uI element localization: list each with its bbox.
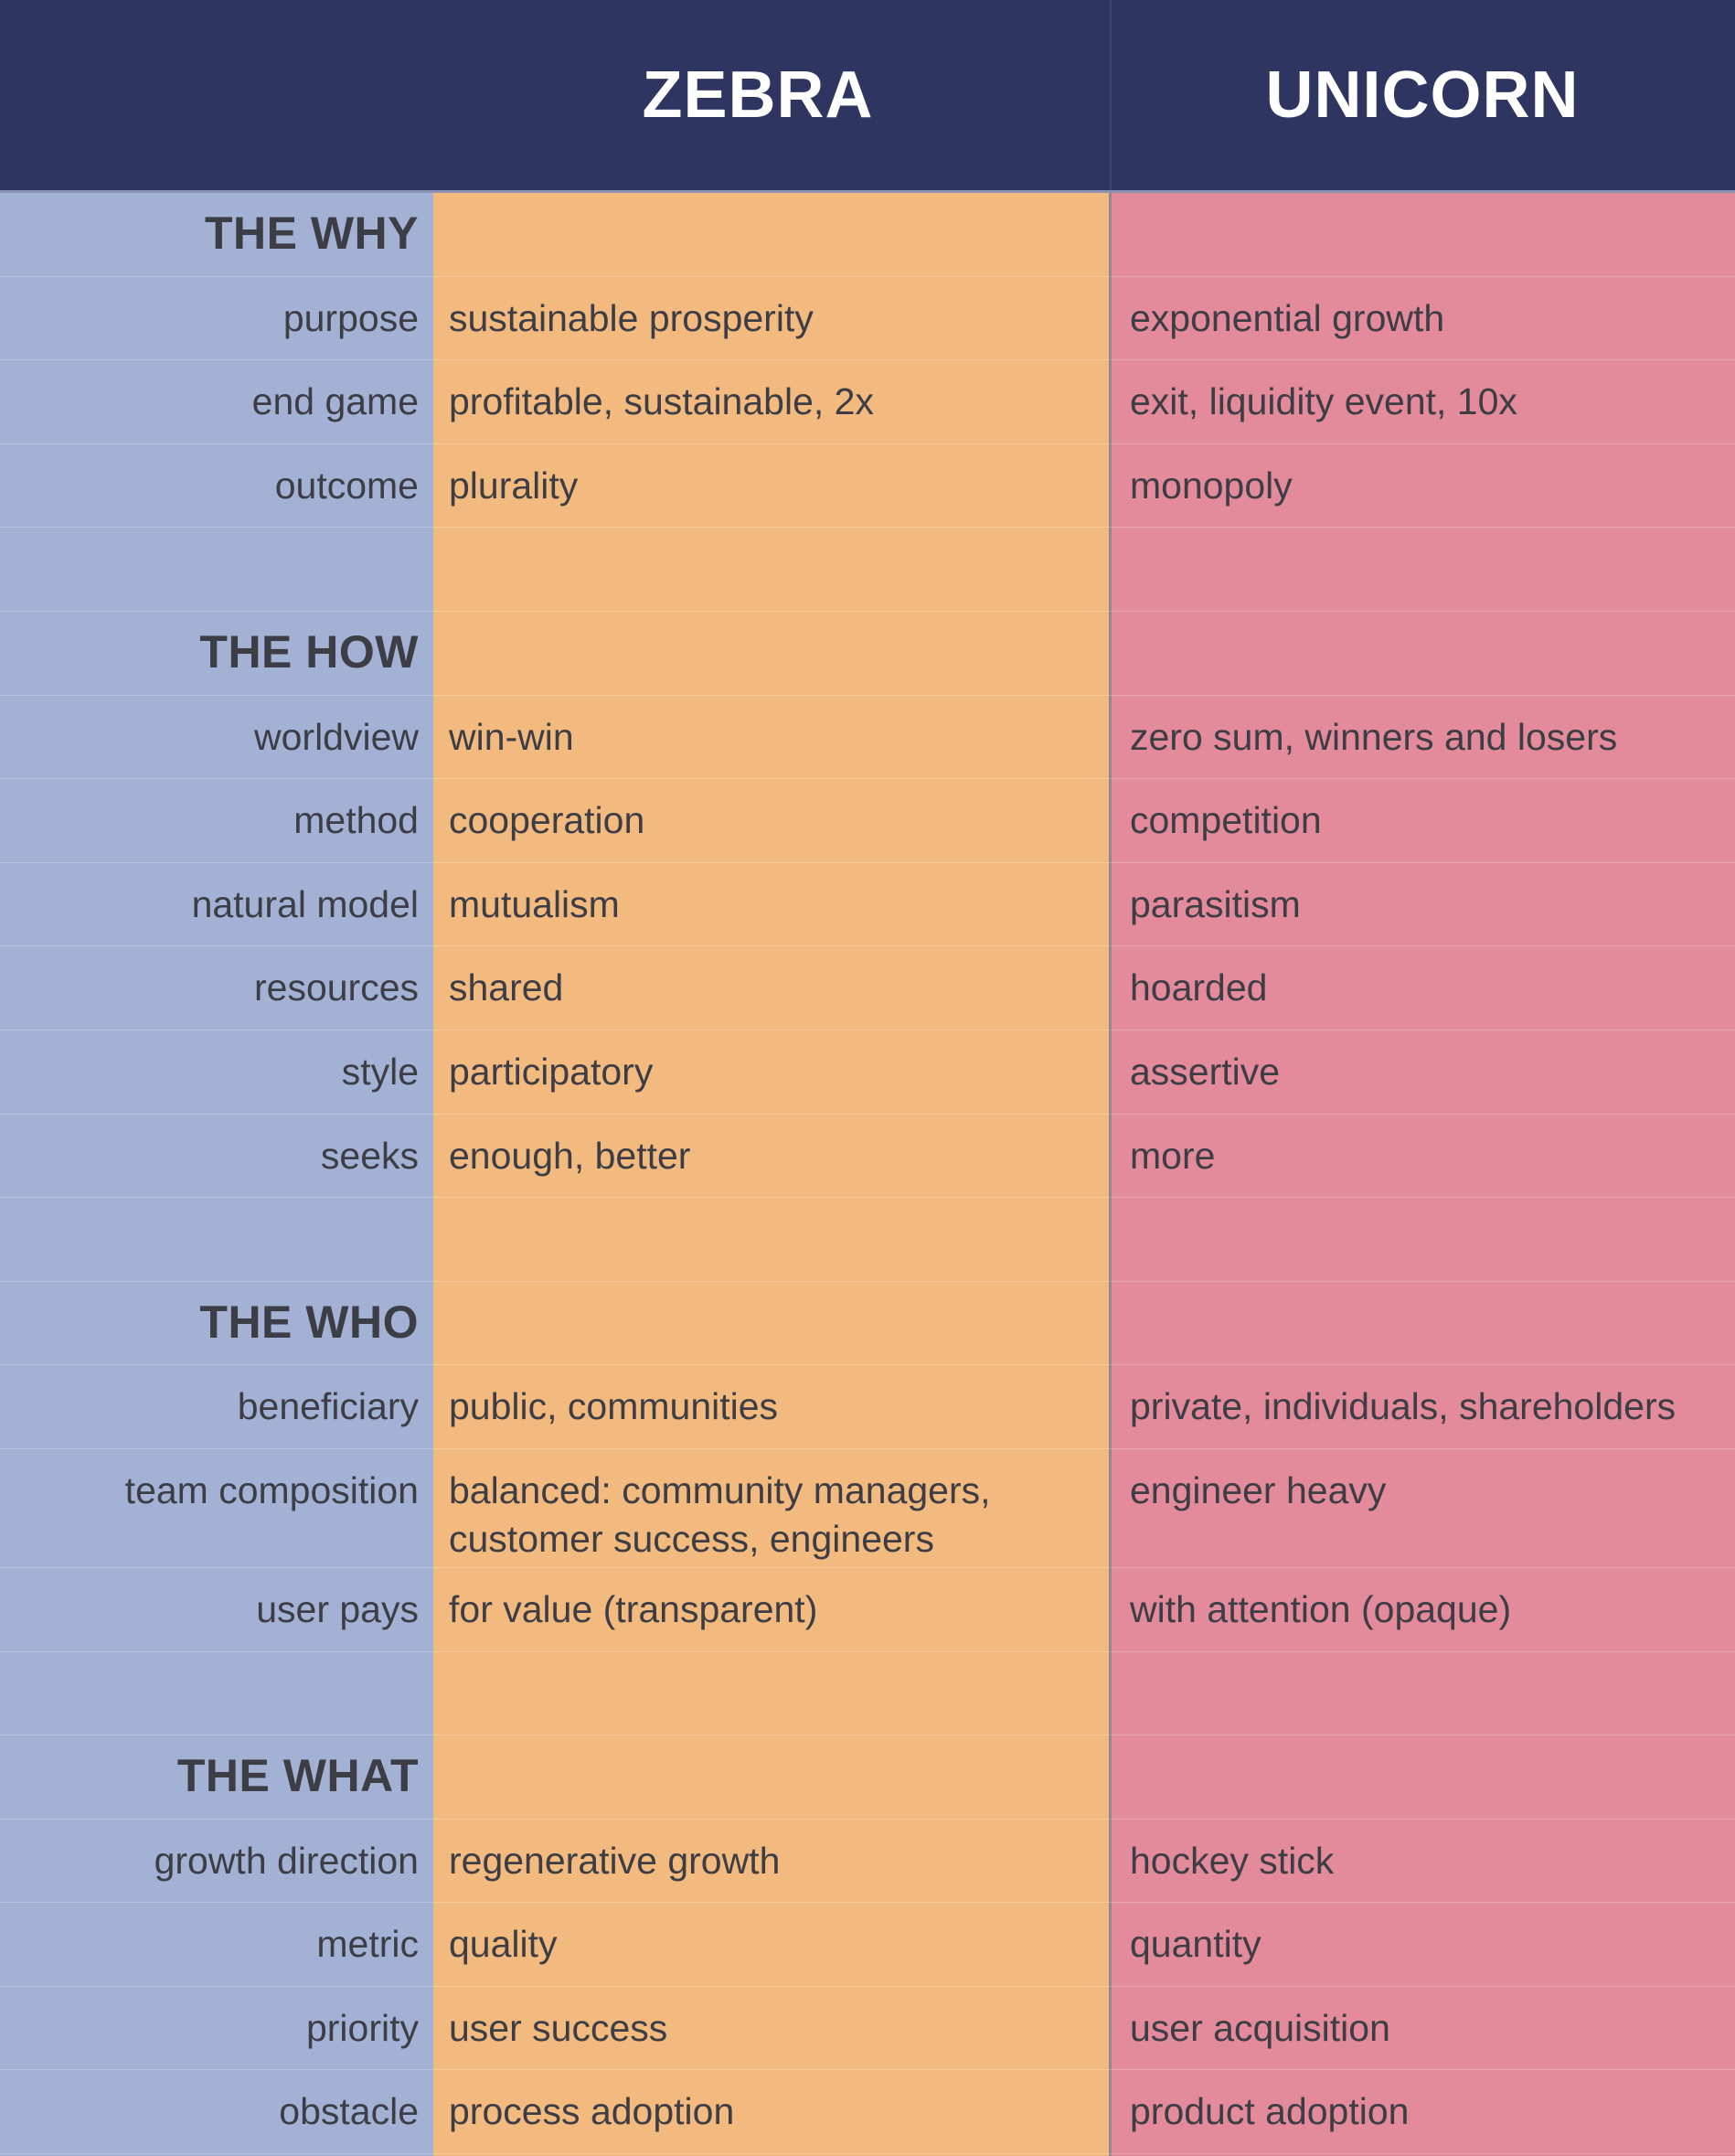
zebra-cell-line: customer success, engineers [449,1518,934,1561]
zebra-cell: balanced: community managers, customer s… [449,1449,1089,1564]
zebra-cell: enough, better [449,1134,691,1177]
unicorn-cell: hockey stick [1130,1839,1335,1882]
row-label: growth direction [154,1839,419,1882]
table-row: worldview win-win zero sum, winners and … [0,696,1735,780]
unicorn-column-title: UNICORN [1265,59,1580,132]
zebra-cell: user success [449,2006,668,2049]
row-label: priority [305,2006,419,2049]
unicorn-cell: monopoly [1130,464,1293,507]
row-label: team composition [124,1468,419,1511]
unicorn-cell: exponential growth [1130,296,1445,339]
unicorn-cell: product adoption [1130,2090,1410,2133]
zebra-column-title: ZEBRA [642,59,874,132]
zebra-cell: plurality [449,464,579,507]
row-label: end game [251,380,419,423]
zebra-cell: cooperation [449,799,645,842]
zebra-cell: mutualism [449,882,620,925]
spacer-row [0,528,1735,612]
unicorn-cell: engineer heavy [1130,1468,1387,1511]
row-label: obstacle [279,2090,419,2133]
table-row: method cooperation competition [0,779,1735,863]
section-title: THE WHAT [176,1750,419,1802]
section-heading-what: THE WHAT [0,1735,1735,1820]
table-row: style participatory assertive [0,1030,1735,1115]
table-row: user pays for value (transparent) with a… [0,1568,1735,1652]
unicorn-cell: assertive [1130,1050,1281,1093]
section-title: THE WHO [199,1296,419,1348]
row-label: method [293,799,419,842]
table-row: obstacle process adoption product adopti… [0,2070,1735,2155]
row-label: worldview [254,715,419,758]
column-divider [1109,193,1112,2156]
unicorn-cell: exit, liquidity event, 10x [1130,380,1517,423]
unicorn-cell: quantity [1130,1923,1261,1966]
row-label: style [341,1050,419,1093]
unicorn-cell: parasitism [1130,882,1301,925]
section-title: THE WHY [204,208,419,259]
row-label: user pays [256,1587,419,1630]
row-label: beneficiary [237,1385,419,1428]
table-row: team composition balanced: community man… [0,1449,1735,1568]
unicorn-cell: private, individuals, shareholders [1130,1385,1676,1428]
table-body: THE WHY purpose sustainable prosperity e… [0,193,1735,2155]
zebra-cell: for value (transparent) [449,1587,818,1630]
zebra-cell: participatory [449,1050,654,1093]
table-row: seeks enough, better more [0,1115,1735,1199]
zebra-cell: profitable, sustainable, 2x [449,380,874,423]
zebra-cell-line: balanced: community managers, [449,1468,991,1511]
unicorn-cell: zero sum, winners and losers [1130,715,1618,758]
row-label: resources [253,966,419,1009]
zebra-cell: regenerative growth [449,1839,781,1882]
zebra-cell: public, communities [449,1385,779,1428]
table-row: resources shared hoarded [0,946,1735,1030]
zebra-cell: process adoption [449,2090,735,2133]
unicorn-cell: more [1130,1134,1216,1177]
unicorn-cell: hoarded [1130,966,1268,1009]
row-label: seeks [320,1134,419,1177]
row-label: outcome [274,464,419,507]
table-row: metric quality quantity [0,1903,1735,1987]
unicorn-cell: with attention (opaque) [1130,1587,1512,1630]
unicorn-cell: user acquisition [1130,2006,1390,2049]
section-heading-who: THE WHO [0,1282,1735,1366]
row-label: purpose [282,296,419,339]
zebra-cell: shared [449,966,564,1009]
section-title: THE HOW [199,625,419,678]
zebra-cell: win-win [449,715,574,758]
table-row: purpose sustainable prosperity exponenti… [0,277,1735,361]
table-row: beneficiary public, communities private,… [0,1365,1735,1449]
zebra-cell: sustainable prosperity [449,296,814,339]
table-row: priority user success user acquisition [0,1987,1735,2071]
section-heading-how: THE HOW [0,612,1735,696]
header-divider [1110,0,1112,190]
section-heading-why: THE WHY [0,193,1735,277]
table-row: end game profitable, sustainable, 2x exi… [0,360,1735,444]
row-label: natural model [191,882,419,925]
row-label: metric [316,1923,419,1966]
table-row: natural model mutualism parasitism [0,863,1735,947]
spacer-row [0,1198,1735,1282]
unicorn-cell: competition [1130,799,1322,842]
table-header: ZEBRA UNICORN [0,0,1735,193]
table-row: growth direction regenerative growth hoc… [0,1820,1735,1904]
spacer-row [0,1652,1735,1736]
zebra-cell: quality [449,1923,558,1966]
table-row: outcome plurality monopoly [0,444,1735,528]
